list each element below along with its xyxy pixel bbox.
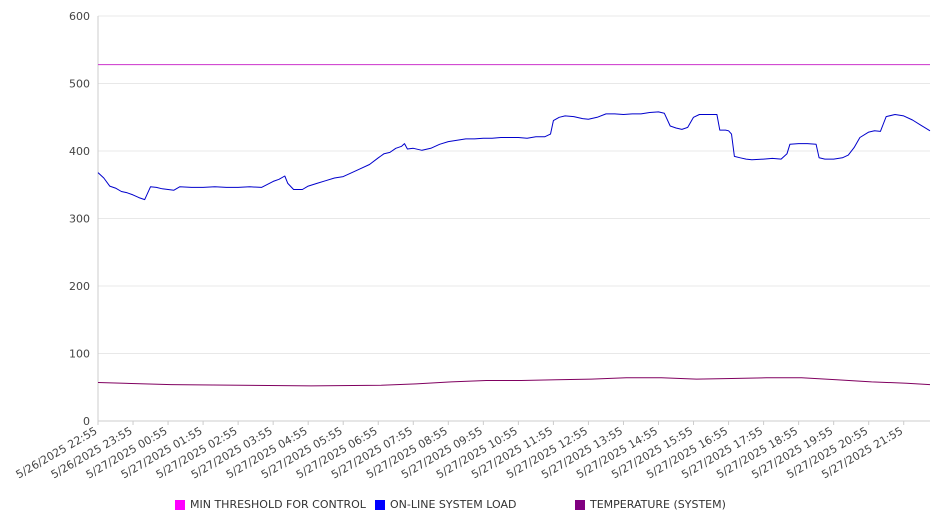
series-lines: [97, 64, 931, 387]
y-tick-label: 400: [69, 145, 90, 158]
legend-swatch-temperature: [575, 499, 585, 510]
legend-swatch-min-threshold: [175, 499, 185, 510]
y-tick-label: 600: [69, 10, 90, 23]
legend-swatch-system-load: [375, 499, 385, 510]
y-tick-label: 100: [69, 348, 90, 361]
y-tick-label: 200: [69, 280, 90, 293]
legend-item-min-threshold[interactable]: MIN THRESHOLD FOR CONTROL: [175, 498, 366, 511]
y-tick-label: 0: [83, 415, 90, 428]
x-axis-ticks: 5/26/2025 22:555/26/2025 23:555/27/2025 …: [14, 421, 905, 481]
grid-lines: [98, 15, 930, 354]
legend-item-temperature[interactable]: TEMPERATURE (SYSTEM): [575, 498, 726, 511]
series-line-on-line-system-load: [97, 111, 931, 201]
axes: [97, 16, 930, 422]
y-axis-ticks: 0 100 200 300 400 500 600: [69, 10, 90, 428]
legend-label-min-threshold: MIN THRESHOLD FOR CONTROL: [190, 498, 366, 511]
legend: MIN THRESHOLD FOR CONTROL ON-LINE SYSTEM…: [0, 498, 946, 516]
legend-item-system-load[interactable]: ON-LINE SYSTEM LOAD: [375, 498, 516, 511]
legend-label-temperature: TEMPERATURE (SYSTEM): [590, 498, 726, 511]
y-tick-label: 500: [69, 78, 90, 91]
legend-label-system-load: ON-LINE SYSTEM LOAD: [390, 498, 517, 511]
y-tick-label: 300: [69, 213, 90, 226]
series-line-temperature-system: [97, 377, 931, 387]
